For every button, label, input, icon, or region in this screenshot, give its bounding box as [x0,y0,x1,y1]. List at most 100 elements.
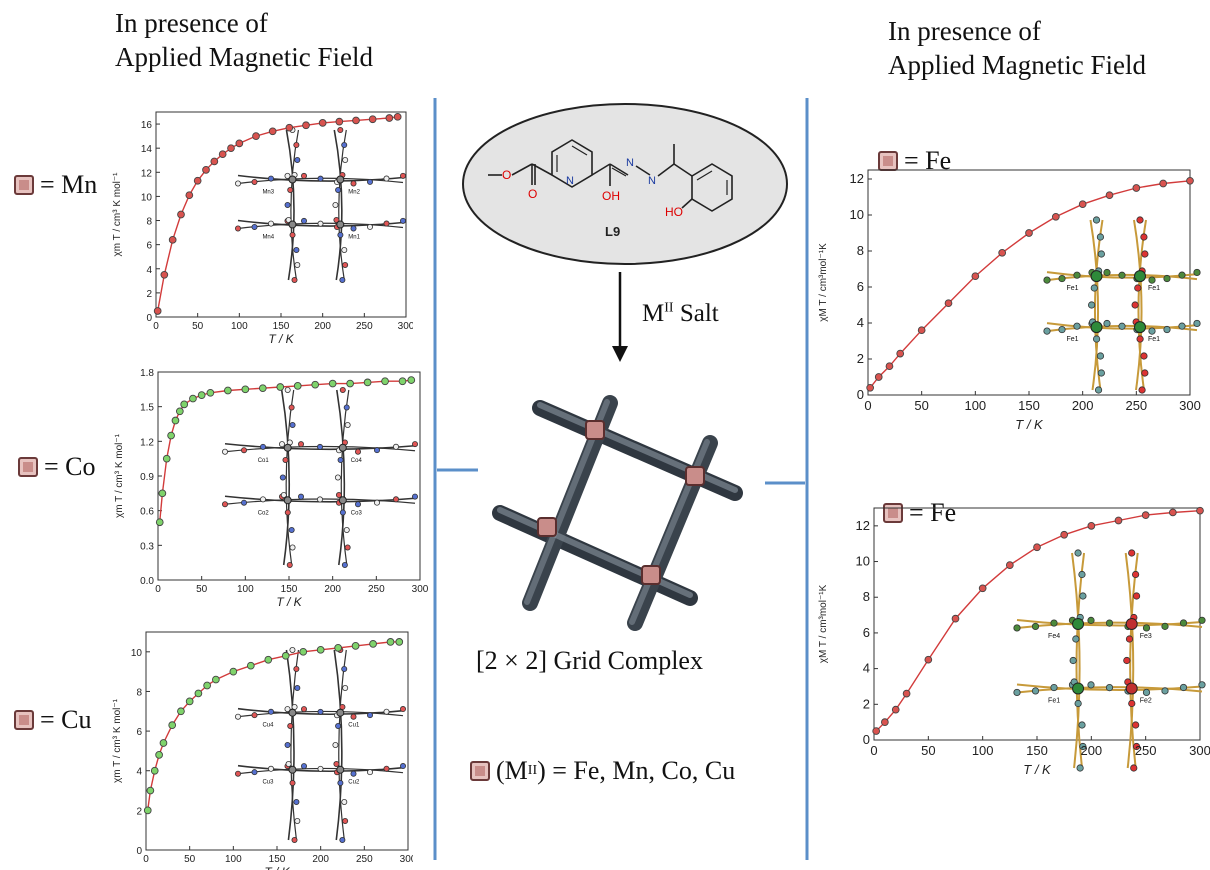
inset-atom [344,544,351,551]
crystal-structure-inset: Co1 Co4 Co2 Co3 [222,386,418,568]
y-tick-label: 4 [146,265,152,276]
inset-metal-label: Co4 [351,458,363,464]
y-tick-label: 12 [856,518,870,533]
y-tick-label: 1.2 [140,437,154,448]
data-point [1159,179,1168,188]
left-heading-line2: Applied Magnetic Field [115,42,373,72]
inset-atom [1043,276,1051,284]
y-tick-label: 14 [141,144,153,155]
inset-strand-vertical [285,129,295,281]
data-point [407,376,416,384]
x-tick-label: 100 [231,321,248,332]
inset-metal-label: Mn3 [262,190,274,196]
inset-atom [1148,327,1156,335]
inset-atom [337,126,344,133]
inset-atom [1132,721,1140,729]
ligand-structure: O O N OH N N HO L9 [462,103,788,265]
inset-metal-centre [1125,682,1138,695]
data-point [872,727,881,735]
inset-metal-label: Fe3 [1140,633,1152,640]
inset-atom [251,223,258,230]
right-heading: In presence of Applied Magnetic Field [888,14,1146,82]
inset-metal-label: Fe1 [1067,285,1079,292]
x-tick-label: 0 [155,584,161,595]
data-point [210,157,219,166]
inset-atom [366,712,373,719]
inset-atom [267,765,274,772]
inset-atom [1179,619,1188,627]
inset-atom [1074,699,1082,708]
inset-atom [399,706,406,713]
data-point [311,380,320,389]
y-tick-label: 10 [856,554,870,569]
inset-atom [259,443,266,450]
crystal-structure-inset: Fe1 Fe1 Fe1 Fe1 [1043,216,1201,394]
data-point [160,270,169,279]
data-point [143,806,152,815]
inset-atom [1074,549,1082,557]
x-tick-label: 150 [1026,743,1048,758]
inset-atom [1141,369,1149,377]
data-point [951,614,960,623]
inset-metal-label: Cu3 [262,780,274,786]
grid-node-4 [641,565,661,585]
inset-atom [334,474,341,481]
inset-atom [222,448,229,455]
inset-metal-centre [288,220,297,229]
inset-atom [344,422,351,429]
data-point [171,416,180,425]
inset-atom [293,798,300,805]
data-point [978,584,987,593]
ligand-ellipse [462,103,788,265]
inset-metal-centre [338,496,347,505]
data-point [235,139,244,148]
inset-atom [342,157,349,164]
inset-metal-label: Cu2 [348,780,360,786]
inset-atom [373,499,380,506]
crystal-structure-inset: Fe4 Fe3 Fe1 Fe2 [1013,549,1206,772]
data-point [246,661,255,670]
y-tick-label: 0 [857,387,864,402]
inset-atom [1079,592,1087,600]
inset-atom [339,509,346,516]
data-point [316,645,325,654]
data-point [218,150,227,159]
x-tick-label: 0 [153,321,159,332]
x-axis-label: T / K [1015,417,1044,432]
data-point [285,123,294,132]
x-tick-label: 50 [914,398,928,413]
inset-atom [1050,619,1058,627]
data-point [168,235,177,244]
inset-atom [235,180,242,187]
inset-atom [259,496,266,503]
data-point [175,407,184,416]
y-tick-label: 10 [141,192,153,203]
y-tick-label: 0.6 [140,507,154,518]
x-tick-label: 150 [273,321,290,332]
data-point [891,705,900,714]
y-tick-label: 10 [850,207,864,222]
inset-metal-label: Fe1 [1148,336,1160,343]
grid-node-2 [685,466,705,486]
inset-atom [341,798,348,805]
y-tick-label: 8 [863,589,870,604]
data-point [281,651,290,660]
inset-atom [291,276,298,283]
metal-node-icon [470,761,490,781]
inset-atom [291,836,298,843]
inset-atom [317,708,324,715]
inset-atom [293,142,300,149]
inset-atom [1097,369,1105,377]
inset-atom [284,509,291,516]
inset-atom [350,713,357,720]
ligand-label: L9 [605,224,620,239]
inset-atom [1178,271,1186,279]
inset-atom [383,220,390,227]
inset-atom [337,779,344,786]
inset-atom [1163,325,1171,334]
data-point [881,718,889,727]
data-point [177,707,185,716]
grid-node-3 [537,517,557,537]
inset-atom [294,157,301,164]
inset-strand-vertical [1124,552,1135,769]
